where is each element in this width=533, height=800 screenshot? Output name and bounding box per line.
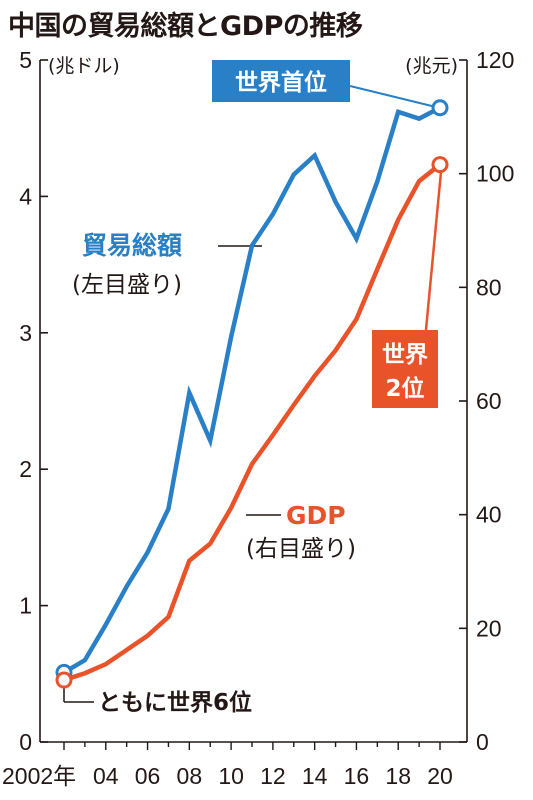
x-tick-label: 12 <box>260 763 286 789</box>
x-axis-ticks: 2002年 04 06 08 10 12 14 16 18 20 <box>2 742 453 789</box>
left-tick-label: 2 <box>19 456 32 482</box>
endpoint-markers <box>55 99 449 689</box>
right-tick-label: 20 <box>476 615 502 641</box>
right-tick-label: 80 <box>476 274 502 300</box>
gdp-axis-note: (右目盛り) <box>246 536 356 562</box>
x-tick-label: 04 <box>93 763 119 789</box>
x-tick-label: 16 <box>344 763 370 789</box>
gdp-series-line <box>63 162 442 683</box>
left-tick-label: 5 <box>19 47 32 73</box>
x-tick-label: 18 <box>385 763 411 789</box>
x-tick-label: 20 <box>427 763 453 789</box>
world-first-label: 世界首位 <box>235 69 327 96</box>
world-first-leader <box>349 85 441 109</box>
x-tick-label: 2002年 <box>2 763 76 789</box>
right-tick-label: 100 <box>476 161 514 187</box>
world-second-leader <box>423 171 443 341</box>
world-first-box <box>212 60 350 102</box>
right-tick-label: 120 <box>476 47 514 73</box>
left-axis-unit: (兆ドル) <box>48 55 120 77</box>
left-axis-ticks: 0 1 2 3 4 5 <box>19 47 48 755</box>
right-tick-label: 60 <box>476 388 502 414</box>
trade-series-label: 貿易総額 <box>82 231 182 260</box>
x-tick-label: 14 <box>302 763 328 789</box>
x-tick-label: 06 <box>135 763 161 789</box>
left-tick-label: 0 <box>19 729 32 755</box>
left-tick-label: 4 <box>19 183 32 209</box>
both-sixth-note: ともに世界6位 <box>98 689 252 716</box>
left-tick-label: 3 <box>19 320 32 346</box>
world-second-label-2: 2位 <box>385 375 424 402</box>
chart-title: 中国の貿易総額とGDPの推移 <box>8 11 363 42</box>
left-tick-label: 1 <box>19 593 32 619</box>
right-tick-label: 40 <box>476 502 502 528</box>
gdp-end-marker <box>431 156 449 174</box>
trade-series-line <box>62 105 442 675</box>
world-second-box <box>372 330 438 408</box>
right-tick-label: 0 <box>476 729 489 755</box>
right-axis-unit: (兆元) <box>405 55 458 77</box>
trade-axis-note: (左目盛り) <box>72 272 182 298</box>
world-second-label-1: 世界 <box>382 342 428 368</box>
trade-end-marker <box>431 99 449 117</box>
right-axis-ticks: 0 20 40 60 80 100 120 <box>459 47 514 755</box>
x-tick-label: 08 <box>177 763 203 789</box>
x-tick-label: 10 <box>218 763 244 789</box>
gdp-series-label: GDP <box>286 501 346 530</box>
gdp-start-marker <box>55 671 73 689</box>
